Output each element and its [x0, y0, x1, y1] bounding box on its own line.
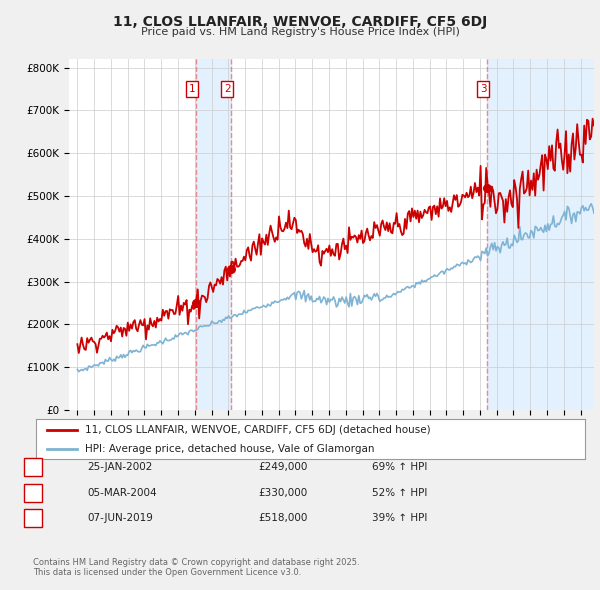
Text: 2: 2	[29, 488, 37, 497]
Text: 11, CLOS LLANFAIR, WENVOE, CARDIFF, CF5 6DJ: 11, CLOS LLANFAIR, WENVOE, CARDIFF, CF5 …	[113, 15, 487, 29]
Text: £518,000: £518,000	[258, 513, 307, 523]
Text: 2: 2	[224, 84, 230, 94]
Text: Price paid vs. HM Land Registry's House Price Index (HPI): Price paid vs. HM Land Registry's House …	[140, 27, 460, 37]
Text: 25-JAN-2002: 25-JAN-2002	[87, 463, 152, 472]
Text: 69% ↑ HPI: 69% ↑ HPI	[372, 463, 427, 472]
Bar	[196, 59, 232, 410]
Text: £249,000: £249,000	[258, 463, 307, 472]
Text: 05-MAR-2004: 05-MAR-2004	[87, 488, 157, 497]
Text: 52% ↑ HPI: 52% ↑ HPI	[372, 488, 427, 497]
Text: 11, CLOS LLANFAIR, WENVOE, CARDIFF, CF5 6DJ (detached house): 11, CLOS LLANFAIR, WENVOE, CARDIFF, CF5 …	[85, 425, 431, 435]
Text: 3: 3	[480, 84, 487, 94]
Text: 39% ↑ HPI: 39% ↑ HPI	[372, 513, 427, 523]
Text: 1: 1	[29, 463, 37, 472]
Text: HPI: Average price, detached house, Vale of Glamorgan: HPI: Average price, detached house, Vale…	[85, 444, 375, 454]
Text: Contains HM Land Registry data © Crown copyright and database right 2025.
This d: Contains HM Land Registry data © Crown c…	[33, 558, 359, 577]
Text: 07-JUN-2019: 07-JUN-2019	[87, 513, 153, 523]
Text: £330,000: £330,000	[258, 488, 307, 497]
Text: 1: 1	[188, 84, 195, 94]
Bar	[487, 59, 594, 410]
Text: 3: 3	[29, 513, 37, 523]
